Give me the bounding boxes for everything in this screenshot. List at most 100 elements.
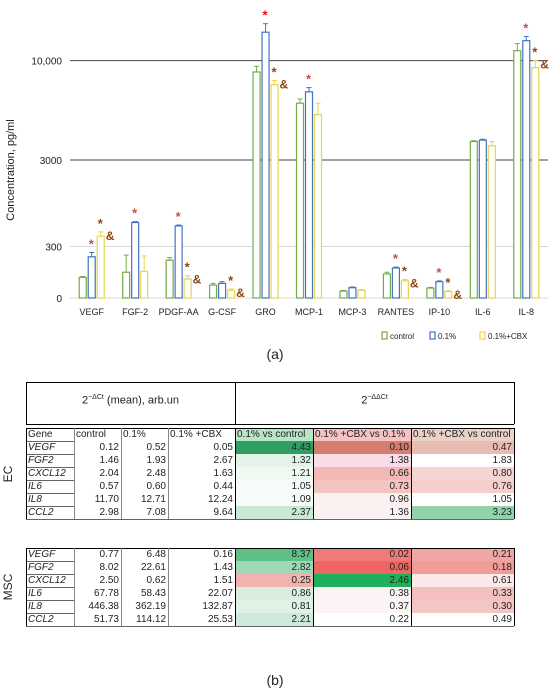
table-cell: 8.02 [74, 561, 121, 574]
table-border [235, 382, 236, 424]
y-tick-label: 10,000 [31, 57, 62, 68]
col-divider [514, 548, 515, 626]
significance-marker: & [106, 229, 115, 243]
column-header: Gene [26, 428, 74, 441]
table-border [514, 382, 515, 424]
legend-label: control [390, 332, 414, 341]
gene-name: CXCL12 [28, 468, 66, 479]
table-cell: 0.06 [313, 561, 411, 574]
table-cell: 0.47 [411, 441, 514, 454]
significance-marker: & [540, 58, 549, 72]
bar [87, 256, 96, 299]
table-cell: 0.16 [168, 548, 235, 561]
col-divider [411, 428, 412, 519]
header-fold-change: 2−ΔΔCt [361, 394, 388, 407]
table-border [26, 548, 514, 549]
table-cell: 0.30 [411, 600, 514, 613]
table-cell: 2.67 [168, 454, 235, 467]
bar [478, 139, 487, 299]
x-tick-label: MCP-1 [295, 307, 323, 317]
bar [270, 84, 279, 299]
table-cell: 1.63 [168, 467, 235, 480]
significance-marker: * [228, 273, 234, 288]
bar [174, 225, 183, 299]
col-divider [74, 548, 75, 626]
table-cell: 446.38 [74, 600, 121, 613]
gene-name: FGF2 [28, 455, 54, 466]
gene-name: IL8 [28, 494, 42, 505]
gene-name: CCL2 [28, 614, 54, 625]
table-cell: 7.08 [121, 506, 168, 519]
table-cell: 0.12 [74, 441, 121, 454]
x-tick-label: FGF-2 [122, 307, 148, 317]
col-divider [168, 548, 169, 626]
table-cell: 9.64 [168, 506, 235, 519]
bar [348, 287, 357, 299]
bar [469, 140, 478, 299]
table-cell: 58.43 [121, 587, 168, 600]
bar [522, 40, 531, 299]
header-relative-expression: 2−ΔCt (mean), arb.un [81, 394, 180, 407]
x-tick-label: RANTES [378, 307, 415, 317]
table-cell: 6.48 [121, 548, 168, 561]
table-cell: 25.53 [168, 613, 235, 626]
bar [391, 267, 401, 299]
bar [295, 102, 305, 299]
significance-marker: * [185, 260, 191, 275]
table-cell: 51.73 [74, 613, 121, 626]
table-cell: 0.02 [313, 548, 411, 561]
bar [261, 31, 270, 299]
significance-marker: * [402, 263, 408, 278]
bar [217, 282, 227, 299]
table-border [26, 428, 514, 429]
table-cell: 1.21 [235, 467, 313, 480]
bar [165, 259, 174, 299]
bar [78, 276, 87, 299]
bar [131, 221, 140, 299]
bar [531, 67, 540, 299]
table-cell: 114.12 [121, 613, 168, 626]
table-cell: 0.73 [313, 480, 411, 493]
col-divider [313, 428, 314, 519]
bar [487, 145, 496, 299]
y-tick-label: 3000 [40, 156, 63, 167]
significance-marker: * [436, 265, 442, 280]
table-cell: 0.52 [121, 441, 168, 454]
gene-name: IL6 [28, 481, 42, 492]
column-header: 0.1% vs control [235, 428, 313, 441]
x-tick-label: IP-10 [429, 307, 451, 317]
group-label: EC [1, 465, 15, 482]
table-cell: 0.61 [411, 574, 514, 587]
col-divider [168, 428, 169, 519]
table-cell: 0.76 [411, 480, 514, 493]
table-cell: 0.05 [168, 441, 235, 454]
table-cell: 1.05 [235, 480, 313, 493]
bar [252, 71, 261, 299]
legend-label: 0.1%+CBX [488, 332, 528, 341]
table-cell: 4.43 [235, 441, 313, 454]
table-cell: 362.19 [121, 600, 168, 613]
table-cell: 0.25 [235, 574, 313, 587]
bar [208, 284, 218, 299]
table-cell: 1.51 [168, 574, 235, 587]
table-cell: 0.66 [313, 467, 411, 480]
table-cell: 0.21 [411, 548, 514, 561]
significance-marker: * [532, 45, 538, 60]
table-cell: 1.09 [235, 493, 313, 506]
table-cell: 2.48 [121, 467, 168, 480]
significance-marker: * [445, 275, 451, 290]
chart-bars [78, 23, 540, 299]
col-divider [121, 428, 122, 519]
table-cell: 1.32 [235, 454, 313, 467]
table-cell: 2.04 [74, 467, 121, 480]
gene-name: IL8 [28, 601, 42, 612]
table-cell: 2.46 [313, 574, 411, 587]
gene-name: CCL2 [28, 507, 54, 518]
chart-legend: control 0.1% 0.1%+CBX [381, 331, 528, 341]
chart-ticks: 0 300 3000 10,000 VEGF FGF-2 PDGF-AA G-CSF GRO MC… [31, 57, 534, 317]
significance-marker: * [176, 209, 182, 224]
col-divider [26, 548, 27, 626]
table-cell: 0.62 [121, 574, 168, 587]
bar [140, 270, 149, 299]
significance-marker: & [236, 286, 245, 300]
